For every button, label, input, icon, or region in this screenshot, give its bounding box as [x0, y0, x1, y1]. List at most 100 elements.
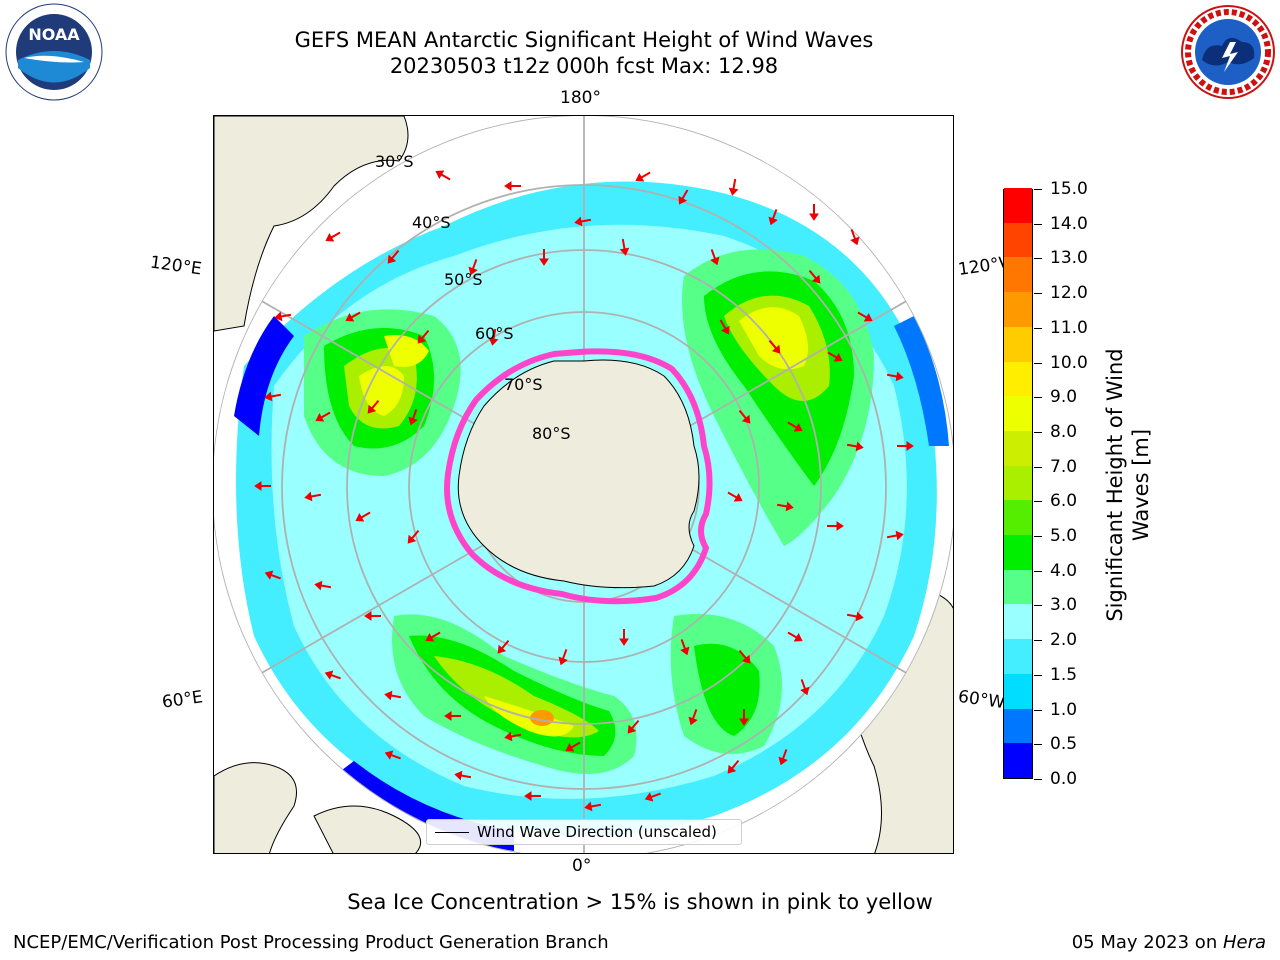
sea-ice-note: Sea Ice Concentration > 15% is shown in … — [347, 890, 933, 914]
colorbar-tick — [1034, 709, 1042, 711]
colorbar-tick-label: 3.0 — [1050, 595, 1078, 616]
colorbar-segment — [1004, 638, 1032, 674]
wave-direction-arrow — [809, 204, 819, 221]
wave-direction-arrow — [539, 249, 549, 266]
colorbar-segment — [1004, 534, 1032, 570]
colorbar-segment — [1004, 222, 1032, 258]
colorbar-segment — [1004, 742, 1032, 778]
lat-label-80s: 80°S — [532, 424, 571, 443]
colorbar-tick — [1034, 570, 1042, 572]
colorbar-tick — [1034, 258, 1042, 260]
colorbar-tick — [1034, 431, 1042, 433]
wave-direction-arrow — [710, 249, 720, 266]
wave-direction-arrow — [558, 649, 568, 666]
lat-label-30s: 30°S — [375, 152, 414, 171]
wave-direction-arrow — [857, 311, 873, 322]
wave-direction-arrow — [846, 611, 864, 622]
wave-direction-arrow — [387, 249, 400, 264]
wave-direction-arrow — [444, 711, 461, 721]
lon-label-60e: 60°E — [160, 687, 205, 713]
lon-label-0: 0° — [572, 856, 592, 876]
land-africa — [214, 762, 422, 853]
colorbar-tick — [1034, 640, 1042, 642]
wave-direction-arrow — [739, 709, 749, 726]
wave-direction-arrow — [846, 441, 864, 452]
wave-direction-arrow — [384, 690, 402, 701]
wave-direction-arrow — [304, 491, 322, 502]
wave-direction-arrow — [768, 209, 778, 226]
lon-label-180: 180° — [560, 88, 601, 108]
wave-direction-arrow — [488, 328, 499, 346]
colorbar-title-line2: Waves [m] — [1129, 428, 1153, 542]
land-australia — [214, 116, 409, 332]
colorbar-tick-label: 15.0 — [1050, 179, 1088, 199]
colorbar-tick — [1034, 744, 1042, 746]
colorbar-segment — [1004, 395, 1032, 431]
wave-direction-arrow — [425, 631, 441, 642]
colorbar-segment — [1004, 569, 1032, 605]
wave-direction-arrow — [886, 530, 904, 541]
colorbar-tick-label: 1.0 — [1050, 699, 1078, 720]
colorbar-tick-label: 12.0 — [1050, 283, 1088, 304]
wave-direction-arrow — [688, 709, 698, 726]
wave-direction-arrow — [727, 759, 740, 774]
colorbar-tick-label: 0.5 — [1050, 734, 1078, 755]
colorbar-segment — [1004, 465, 1032, 501]
colorbar-tick — [1034, 466, 1042, 468]
wave-direction-arrow — [367, 399, 380, 414]
colorbar-tick — [1034, 779, 1042, 780]
lat-label-60s: 60°S — [475, 324, 514, 343]
colorbar-tick — [1034, 536, 1042, 538]
colorbar-title-line1: Significant Height of Wind — [1103, 348, 1127, 622]
wave-direction-arrow — [274, 311, 292, 322]
colorbar-tick-label: 8.0 — [1050, 421, 1078, 442]
colorbar-tick-label: 13.0 — [1050, 248, 1088, 269]
wave-direction-arrow — [504, 181, 521, 191]
wave-direction-arrow — [776, 501, 794, 512]
colorbar-segment — [1004, 708, 1032, 744]
colorbar-tick-label: 6.0 — [1050, 491, 1078, 512]
colorbar-tick — [1034, 189, 1042, 190]
lon-label-120e: 120°E — [148, 252, 203, 280]
nws-logo — [1178, 2, 1278, 102]
wave-field — [214, 116, 953, 853]
wave-direction-arrow — [619, 629, 629, 646]
colorbar-tick-label: 1.5 — [1050, 664, 1078, 685]
wave-direction-arrow — [787, 421, 803, 432]
colorbar-tick — [1034, 293, 1042, 295]
wave-direction-arrow — [808, 269, 821, 284]
wave-direction-arrow — [497, 639, 510, 654]
map-canvas — [214, 116, 953, 853]
wave-direction-arrow — [364, 611, 381, 621]
wave-direction-arrow — [719, 319, 730, 335]
footer-host: Hera — [1222, 932, 1266, 953]
colorbar-segment — [1004, 187, 1032, 223]
wave-direction-arrow — [435, 170, 451, 181]
lat-label-40s: 40°S — [412, 213, 451, 232]
wave-direction-arrow — [314, 580, 332, 591]
wave-direction-arrow — [886, 371, 904, 382]
colorbar-tick — [1034, 501, 1042, 503]
noaa-logo: NOAA — [4, 2, 104, 102]
colorbar-tick-label: 4.0 — [1050, 560, 1078, 581]
wave-direction-arrow — [728, 178, 739, 196]
wave-direction-arrow — [619, 238, 630, 256]
colorbar-tick-label: 2.0 — [1050, 630, 1078, 651]
wave-direction-arrow — [264, 570, 281, 580]
wave-direction-arrow — [584, 801, 602, 812]
colorbar-tick-label: 5.0 — [1050, 526, 1078, 547]
wave-direction-arrow — [254, 481, 271, 491]
colorbar-tick-label: 0.0 — [1050, 769, 1078, 789]
wave-direction-arrow — [574, 216, 592, 227]
colorbar-tick-label: 11.0 — [1050, 317, 1088, 338]
legend-line-swatch — [435, 831, 469, 833]
colorbar-segment — [1004, 291, 1032, 327]
colorbar-segment — [1004, 326, 1032, 362]
wave-direction-arrow — [565, 741, 581, 752]
wave-direction-arrow — [727, 491, 743, 502]
colorbar-tick — [1034, 223, 1042, 225]
wave-direction-arrow — [408, 409, 418, 426]
colorbar-tick — [1034, 397, 1042, 399]
plot-subtitle: 20230503 t12z 000h fcst Max: 12.98 — [389, 54, 779, 78]
wave-direction-arrow — [325, 231, 341, 242]
